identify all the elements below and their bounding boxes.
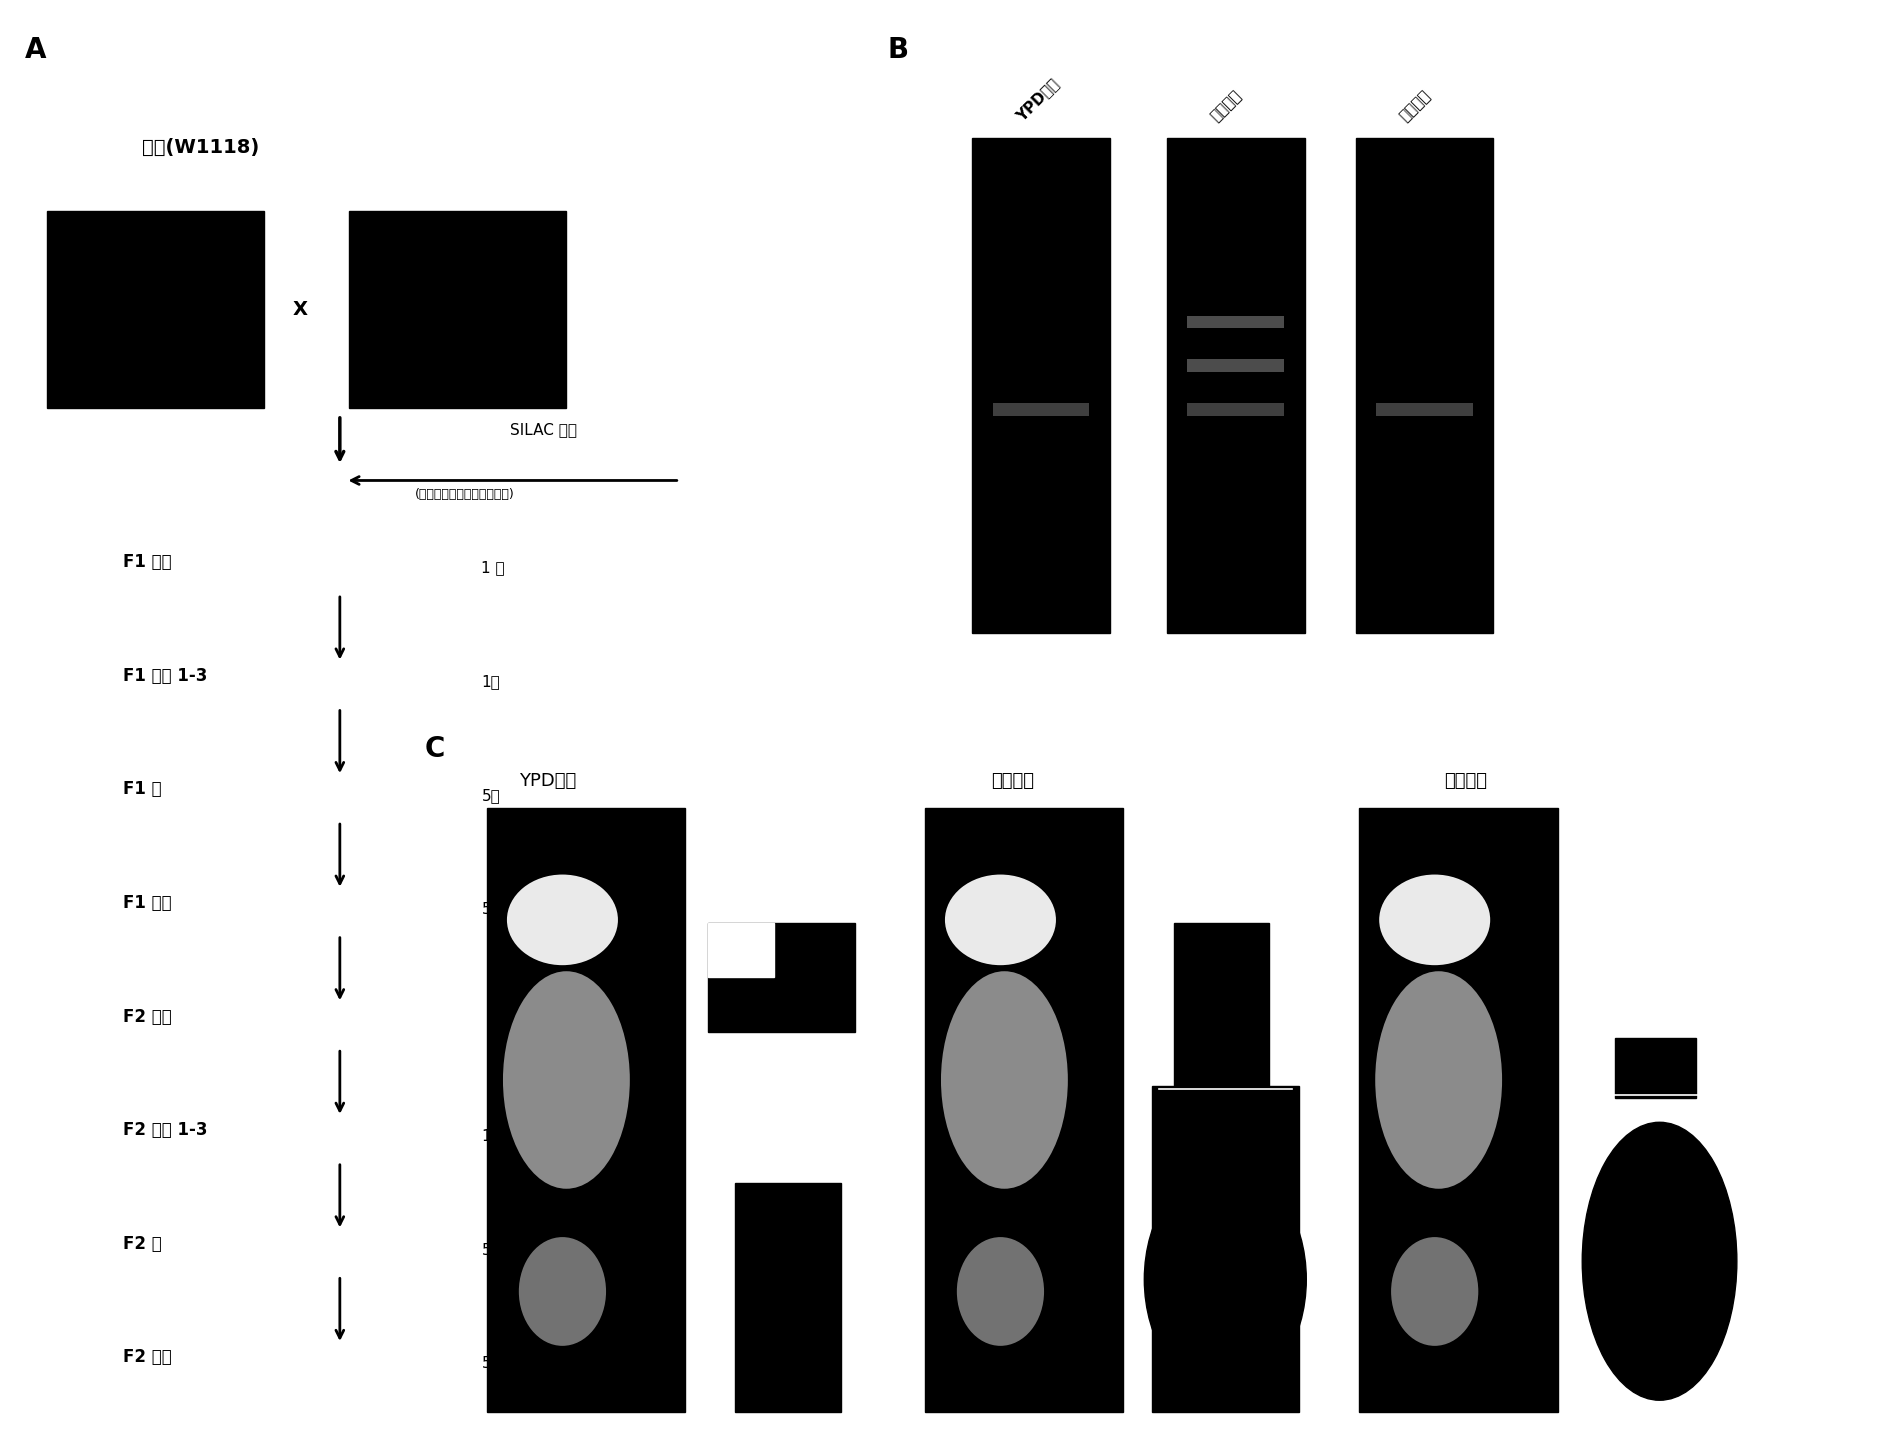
Text: SILAC 酵母: SILAC 酵母 — [510, 422, 576, 437]
Bar — [1167, 138, 1305, 633]
Text: 重标酵母: 重标酵母 — [1397, 87, 1433, 124]
Text: A: A — [25, 36, 45, 64]
Ellipse shape — [1378, 875, 1490, 965]
Bar — [708, 923, 774, 977]
Bar — [1188, 316, 1284, 328]
Bar — [487, 808, 685, 1412]
Ellipse shape — [940, 971, 1069, 1188]
Text: 果蝇(W1118): 果蝇(W1118) — [142, 138, 259, 157]
Bar — [925, 808, 1123, 1412]
Text: B: B — [887, 36, 908, 64]
Bar — [1152, 1086, 1299, 1412]
Ellipse shape — [946, 875, 1055, 965]
Bar — [1356, 138, 1493, 633]
Ellipse shape — [1391, 1238, 1478, 1345]
Bar — [1188, 403, 1284, 415]
Ellipse shape — [506, 875, 617, 965]
Text: 5天: 5天 — [481, 901, 500, 916]
Text: F1 蛹: F1 蛹 — [123, 780, 160, 798]
Text: 轻标酵母: 轻标酵母 — [991, 772, 1035, 789]
Text: 1天: 1天 — [481, 674, 500, 689]
Ellipse shape — [519, 1238, 606, 1345]
Text: 1 天: 1 天 — [481, 561, 506, 575]
Text: (重稳定性同位素标记赖氨酸): (重稳定性同位素标记赖氨酸) — [415, 488, 515, 501]
Bar — [993, 403, 1089, 415]
Bar — [1174, 923, 1269, 1092]
Text: C: C — [425, 735, 446, 763]
Text: 重标酵母: 重标酵母 — [1444, 772, 1488, 789]
Text: YPD酵母: YPD酵母 — [1014, 76, 1061, 124]
Bar — [972, 138, 1110, 633]
Text: X: X — [293, 300, 308, 319]
Ellipse shape — [957, 1238, 1044, 1345]
Text: 5天: 5天 — [481, 1356, 500, 1370]
Ellipse shape — [1374, 971, 1503, 1188]
Text: YPD酵母: YPD酵母 — [519, 772, 576, 789]
Ellipse shape — [1582, 1123, 1737, 1401]
Bar — [734, 1182, 840, 1412]
Bar — [1188, 360, 1284, 371]
Ellipse shape — [502, 971, 631, 1188]
Text: 1天: 1天 — [481, 1128, 500, 1143]
Bar — [1359, 808, 1558, 1412]
Text: F2 幼虫 1-3: F2 幼虫 1-3 — [123, 1121, 208, 1139]
Text: F1 幼虫 1-3: F1 幼虫 1-3 — [123, 667, 208, 684]
Text: F2 成虫: F2 成虫 — [123, 1348, 172, 1366]
Text: F1 胚胎: F1 胚胎 — [123, 553, 172, 571]
Text: F2 蛹: F2 蛹 — [123, 1235, 162, 1252]
Bar — [349, 211, 566, 408]
Text: 5天: 5天 — [481, 788, 500, 802]
Text: 5天: 5天 — [481, 1242, 500, 1257]
Text: 轻标酵母: 轻标酵母 — [1208, 87, 1244, 124]
Text: F2 胚胎: F2 胚胎 — [123, 1008, 172, 1025]
Text: F1 成虫: F1 成虫 — [123, 894, 172, 911]
Bar — [47, 211, 264, 408]
Bar — [1616, 1038, 1695, 1098]
Ellipse shape — [1144, 1165, 1306, 1395]
Bar — [1376, 403, 1473, 415]
Bar — [708, 923, 855, 1032]
